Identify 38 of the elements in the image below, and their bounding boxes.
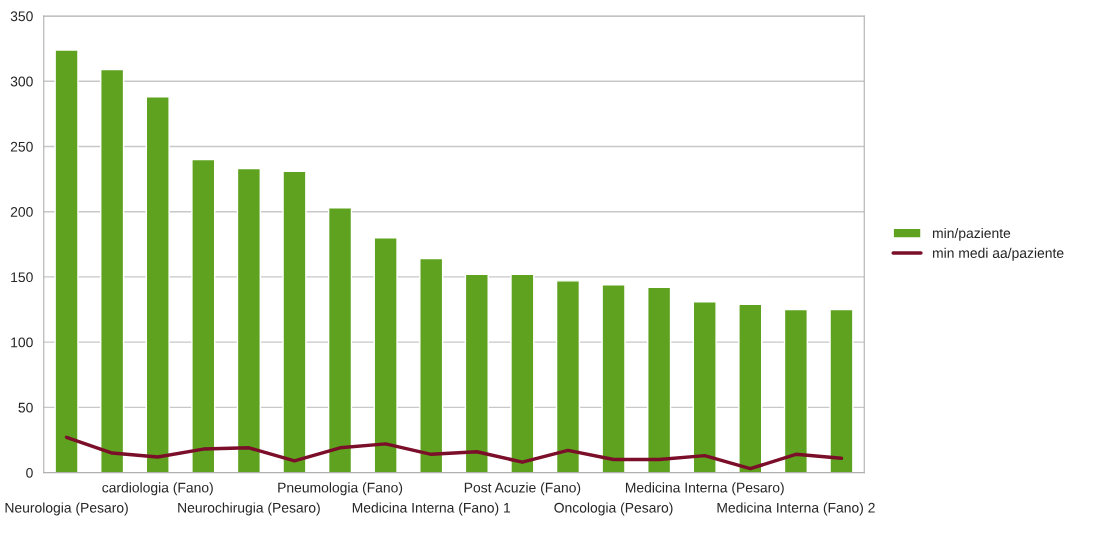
bar	[373, 237, 398, 473]
bar	[282, 170, 307, 473]
bar	[191, 158, 216, 473]
bar	[100, 68, 125, 473]
y-tick-label: 100	[11, 337, 33, 348]
bar	[783, 308, 808, 473]
y-tick-label: 350	[10, 11, 33, 22]
legend-label: min medi aa/paziente	[932, 247, 1064, 261]
bar	[601, 284, 626, 473]
bar	[464, 273, 489, 473]
x-tick-label: Neurologia (Pesaro)	[5, 502, 128, 516]
bar	[692, 301, 717, 473]
x-tick-label: Pneumologia (Fano)	[278, 482, 403, 496]
bar	[145, 96, 170, 473]
bar	[419, 257, 444, 473]
y-tick-label: 150	[11, 272, 33, 283]
x-tick-label: Medicina Interna (Pesaro)	[625, 482, 784, 496]
bar	[647, 286, 672, 473]
x-tick-label: Medicina Interna (Fano) 1	[352, 502, 511, 516]
legend-label: min/paziente	[932, 227, 1011, 241]
y-tick-label: 50	[18, 402, 33, 413]
y-tick-label: 300	[10, 76, 33, 87]
y-tick-label: 200	[10, 207, 33, 217]
bar	[236, 167, 261, 473]
bar	[510, 273, 535, 473]
line-series	[64, 435, 844, 471]
y-tick-label: 0	[26, 467, 33, 478]
bar	[327, 207, 353, 473]
x-tick-label: Neurochirugia (Pesaro)	[178, 502, 320, 516]
bar	[54, 49, 79, 473]
x-tick-label: Medicina Interna (Fano) 2	[717, 502, 875, 516]
bar	[829, 308, 854, 473]
y-tick-label: 250	[10, 141, 33, 152]
bar	[555, 280, 581, 473]
bar	[738, 303, 763, 473]
x-tick-label: cardiologia (Fano)	[102, 482, 213, 496]
x-tick-label: Oncologia (Pesaro)	[554, 502, 673, 516]
x-tick-label: Post Acuzie (Fano)	[464, 482, 581, 496]
